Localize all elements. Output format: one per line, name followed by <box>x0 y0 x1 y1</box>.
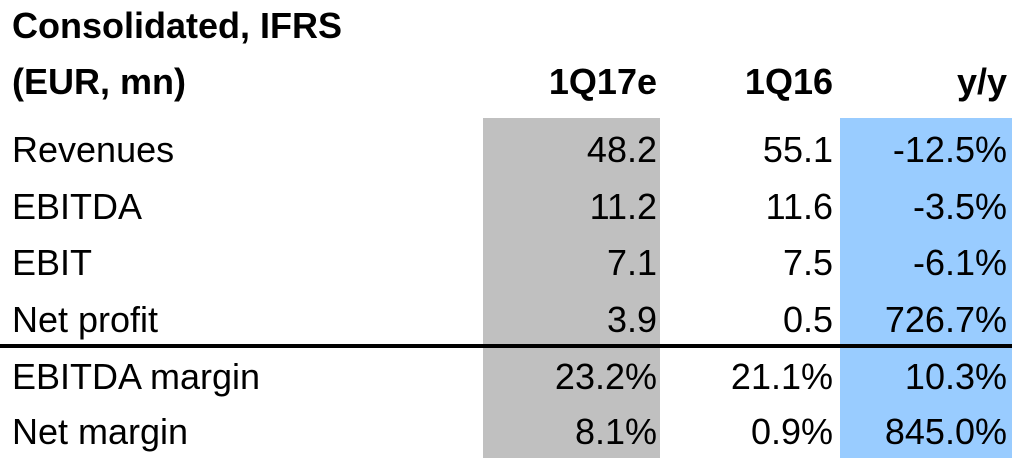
cell-value: 55.1 <box>762 129 833 170</box>
column-header: y/y <box>956 61 1007 102</box>
column-header: 1Q16 <box>744 61 833 102</box>
table-title: Consolidated, IFRS <box>12 5 343 46</box>
change-column-shade <box>840 118 1012 458</box>
cell-value: 0.5 <box>782 299 833 340</box>
cell-value: 845.0% <box>884 411 1007 452</box>
cell-value: -6.1% <box>912 242 1007 283</box>
cell-value: 10.3% <box>904 356 1007 397</box>
row-label: Net profit <box>12 299 159 340</box>
cell-value: 11.2 <box>589 186 657 227</box>
column-header: (EUR, mn) <box>12 61 186 102</box>
cell-value: 8.1% <box>574 411 657 452</box>
row-label: Net margin <box>12 411 189 452</box>
cell-value: 11.6 <box>765 186 833 227</box>
row-label: EBIT <box>12 242 93 283</box>
row-label: EBITDA margin <box>12 356 261 397</box>
cell-value: -3.5% <box>912 186 1007 227</box>
estimate-column-shade <box>483 118 660 458</box>
cell-value: 726.7% <box>884 299 1007 340</box>
row-label: EBITDA <box>12 186 143 227</box>
separator-line <box>0 344 1012 348</box>
cell-value: 7.1 <box>606 242 657 283</box>
cell-value: 48.2 <box>586 129 657 170</box>
cell-value: 0.9% <box>750 411 833 452</box>
cell-value: 7.5 <box>782 242 833 283</box>
row-label: Revenues <box>12 129 175 170</box>
cell-value: -12.5% <box>892 129 1007 170</box>
cell-value: 3.9 <box>606 299 657 340</box>
column-header: 1Q17e <box>548 61 657 102</box>
cell-value: 23.2% <box>554 356 657 397</box>
cell-value: 21.1% <box>730 356 833 397</box>
